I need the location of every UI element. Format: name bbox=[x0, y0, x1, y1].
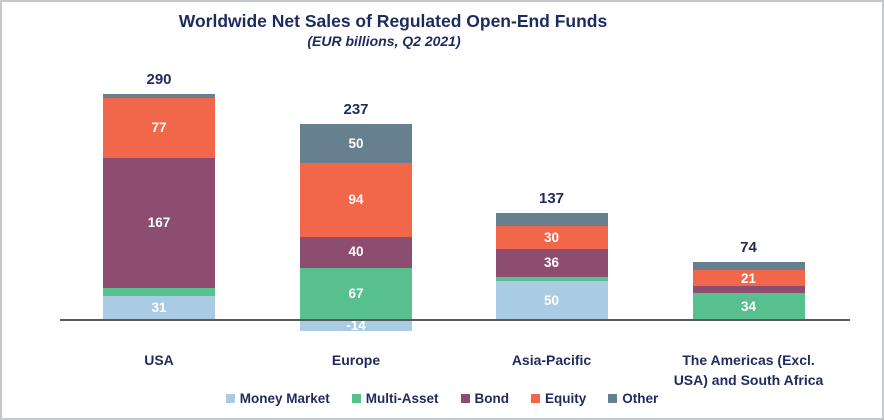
legend-label: Money Market bbox=[239, 391, 330, 406]
bar-total-label: 137 bbox=[538, 190, 565, 208]
legend-label: Equity bbox=[545, 391, 587, 406]
bar-total-label: 237 bbox=[343, 101, 369, 119]
segment-value-label: 30 bbox=[543, 229, 560, 245]
bar-segment: 36 bbox=[495, 249, 608, 278]
bar-segment: 167 bbox=[103, 157, 215, 288]
bar-total-label: 290 bbox=[146, 70, 172, 88]
bar-segment bbox=[103, 288, 215, 296]
x-axis-baseline bbox=[60, 319, 850, 321]
segment-value-label: 50 bbox=[543, 292, 560, 308]
legend-label: Other bbox=[622, 391, 659, 406]
bar-segment: -14 bbox=[300, 317, 412, 333]
legend-swatch-icon bbox=[225, 394, 235, 404]
chart-subtitle: (EUR billions, Q2 2021) bbox=[307, 33, 461, 49]
segment-value-label: 77 bbox=[151, 119, 167, 135]
bar-total-label: 74 bbox=[740, 239, 757, 257]
legend-item: Bond bbox=[460, 391, 510, 406]
bar-segment: 31 bbox=[103, 295, 215, 320]
legend-swatch-icon bbox=[351, 394, 361, 404]
bar-segment bbox=[495, 277, 608, 281]
legend-swatch-icon bbox=[608, 394, 618, 404]
legend-swatch-icon bbox=[460, 394, 470, 404]
category-label: The Americas (Excl. USA) and South Africa bbox=[673, 352, 824, 388]
bar-segment bbox=[103, 93, 215, 98]
segment-value-label: 67 bbox=[348, 286, 364, 302]
segment-value-label: -14 bbox=[346, 317, 366, 333]
bar-segment bbox=[692, 286, 805, 294]
bar-segment: 67 bbox=[300, 267, 412, 320]
segment-value-label: 40 bbox=[348, 244, 364, 260]
segment-value-label: 36 bbox=[543, 255, 560, 271]
segment-value-label: 50 bbox=[348, 135, 364, 151]
segment-value-label: 31 bbox=[151, 300, 167, 316]
bar-segment: 30 bbox=[495, 225, 608, 249]
segment-value-label: 94 bbox=[348, 192, 364, 208]
bar-segment bbox=[692, 262, 805, 271]
legend-swatch-icon bbox=[531, 394, 540, 404]
legend-item: Other bbox=[608, 392, 658, 406]
legend-label: Multi-Asset bbox=[365, 391, 439, 406]
category-label: Asia-Pacific bbox=[511, 352, 592, 368]
legend-item: Equity bbox=[531, 392, 586, 406]
segment-value-label: 34 bbox=[740, 298, 757, 314]
bar-segment: 94 bbox=[300, 163, 412, 237]
category-label: Europe bbox=[331, 352, 381, 368]
legend-item: Multi-Asset bbox=[351, 391, 439, 406]
chart-legend: Money Market Multi-Asset Bond Equity Other bbox=[2, 392, 882, 406]
segment-value-label: 167 bbox=[147, 215, 171, 231]
bar-segment: 50 bbox=[300, 124, 412, 164]
chart-title: Worldwide Net Sales of Regulated Open-En… bbox=[178, 11, 608, 31]
segment-value-label: 21 bbox=[740, 270, 757, 286]
bar-segment: 77 bbox=[103, 97, 215, 158]
bar-segment: 40 bbox=[300, 236, 412, 268]
bar-segment: 34 bbox=[692, 293, 805, 320]
legend-item: Money Market bbox=[225, 391, 330, 406]
bar-segment bbox=[495, 213, 608, 226]
legend-label: Bond bbox=[474, 391, 510, 406]
bar-segment: 50 bbox=[495, 281, 608, 320]
bar-segment: 21 bbox=[692, 270, 805, 287]
category-label: USA bbox=[144, 352, 174, 368]
